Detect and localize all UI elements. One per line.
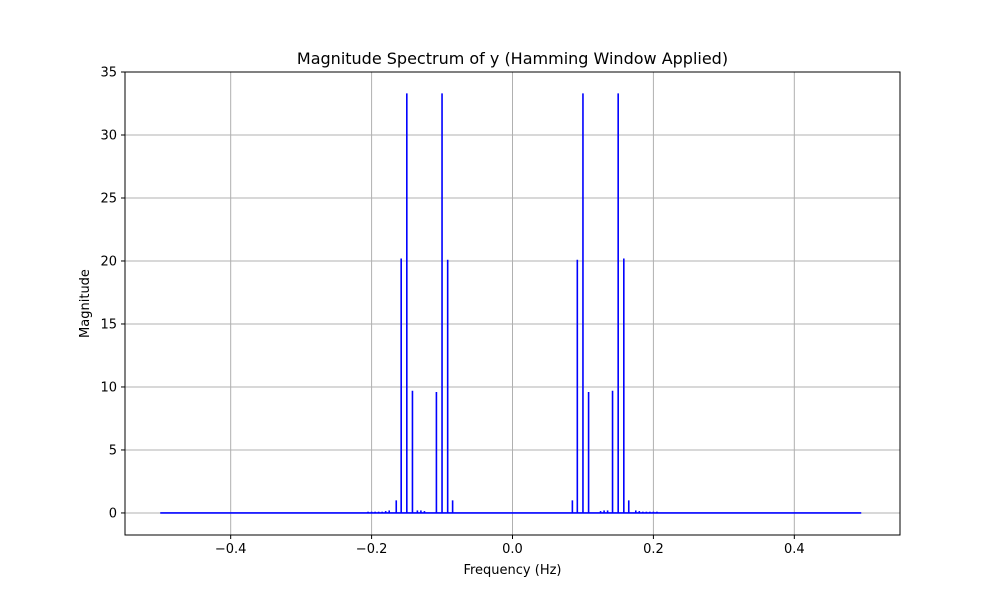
x-tick-label: −0.4 (215, 542, 247, 557)
y-tick-label: 30 (100, 128, 117, 143)
y-tick-label: 5 (109, 443, 117, 458)
y-tick-label: 35 (100, 66, 117, 81)
y-tick-label: 0 (109, 506, 117, 521)
stem-series (160, 93, 862, 514)
x-tick-label: 0.4 (784, 542, 805, 557)
x-axis-label: Frequency (Hz) (463, 563, 561, 578)
x-tick-label: 0.0 (502, 542, 523, 557)
y-tick-label: 25 (100, 191, 117, 206)
x-tick-label: 0.2 (643, 542, 664, 557)
x-axis-ticks: −0.4 −0.2 0.0 0.2 0.4 (215, 535, 805, 557)
chart-title: Magnitude Spectrum of y (Hamming Window … (297, 49, 728, 68)
y-tick-label: 10 (100, 380, 117, 395)
x-tick-label: −0.2 (356, 542, 388, 557)
y-axis-label: Magnitude (78, 269, 93, 338)
y-tick-label: 20 (100, 254, 117, 269)
y-axis-ticks: 0 5 10 15 20 25 30 35 (100, 66, 125, 521)
y-tick-label: 15 (100, 317, 117, 332)
